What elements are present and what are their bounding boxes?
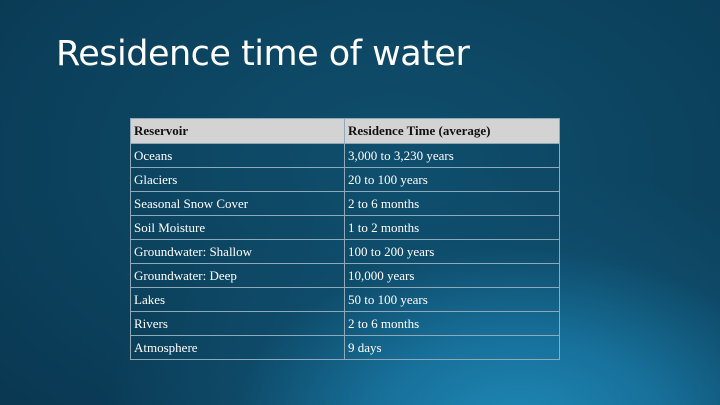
header-reservoir: Reservoir [130, 118, 345, 144]
header-residence-time: Residence Time (average) [344, 118, 560, 144]
residence-time-cell: 1 to 2 months [344, 215, 560, 240]
residence-time-cell: 2 to 6 months [344, 311, 560, 336]
residence-time-cell: 10,000 years [344, 263, 560, 288]
residence-time-cell: 100 to 200 years [344, 239, 560, 264]
table-row: Rivers 2 to 6 months [130, 311, 560, 336]
residence-time-table: Reservoir Residence Time (average) Ocean… [130, 118, 560, 360]
table-row: Glaciers 20 to 100 years [130, 167, 560, 192]
reservoir-cell: Atmosphere [130, 335, 345, 360]
slide-title: Residence time of water [56, 34, 470, 74]
table-row: Groundwater: Deep 10,000 years [130, 263, 560, 288]
reservoir-cell: Lakes [130, 287, 345, 312]
table-row: Soil Moisture 1 to 2 months [130, 215, 560, 240]
residence-time-cell: 20 to 100 years [344, 167, 560, 192]
table-row: Groundwater: Shallow 100 to 200 years [130, 239, 560, 264]
reservoir-cell: Groundwater: Shallow [130, 239, 345, 264]
residence-time-cell: 9 days [344, 335, 560, 360]
reservoir-cell: Oceans [130, 143, 345, 168]
reservoir-cell: Glaciers [130, 167, 345, 192]
residence-time-cell: 50 to 100 years [344, 287, 560, 312]
reservoir-cell: Seasonal Snow Cover [130, 191, 345, 216]
table-row: Seasonal Snow Cover 2 to 6 months [130, 191, 560, 216]
residence-time-cell: 3,000 to 3,230 years [344, 143, 560, 168]
residence-time-cell: 2 to 6 months [344, 191, 560, 216]
reservoir-cell: Groundwater: Deep [130, 263, 345, 288]
residence-table-container: Reservoir Residence Time (average) Ocean… [130, 118, 560, 360]
table-row: Oceans 3,000 to 3,230 years [130, 143, 560, 168]
reservoir-cell: Soil Moisture [130, 215, 345, 240]
table-row: Lakes 50 to 100 years [130, 287, 560, 312]
reservoir-cell: Rivers [130, 311, 345, 336]
table-row: Atmosphere 9 days [130, 335, 560, 360]
table-header-row: Reservoir Residence Time (average) [130, 118, 560, 144]
